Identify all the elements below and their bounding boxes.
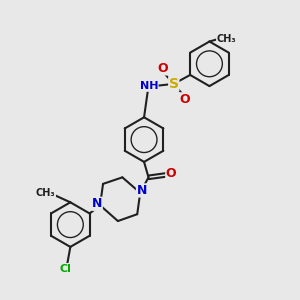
Text: O: O (166, 167, 176, 180)
Text: CH₃: CH₃ (36, 188, 56, 198)
Text: O: O (157, 62, 168, 75)
Text: CH₃: CH₃ (217, 34, 236, 44)
Text: NH: NH (140, 81, 158, 91)
Text: S: S (169, 77, 179, 91)
Text: O: O (179, 93, 190, 106)
Text: N: N (92, 197, 102, 210)
Text: Cl: Cl (60, 264, 72, 274)
Text: N: N (136, 184, 147, 197)
